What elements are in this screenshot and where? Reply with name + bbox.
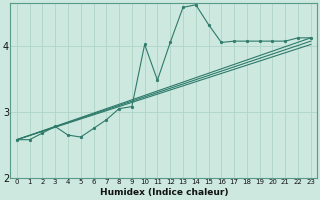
X-axis label: Humidex (Indice chaleur): Humidex (Indice chaleur): [100, 188, 228, 197]
